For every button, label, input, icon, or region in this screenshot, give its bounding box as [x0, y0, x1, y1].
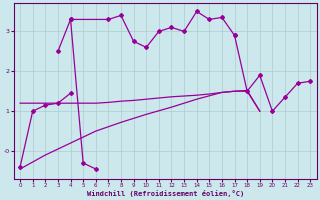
X-axis label: Windchill (Refroidissement éolien,°C): Windchill (Refroidissement éolien,°C) [86, 190, 244, 197]
